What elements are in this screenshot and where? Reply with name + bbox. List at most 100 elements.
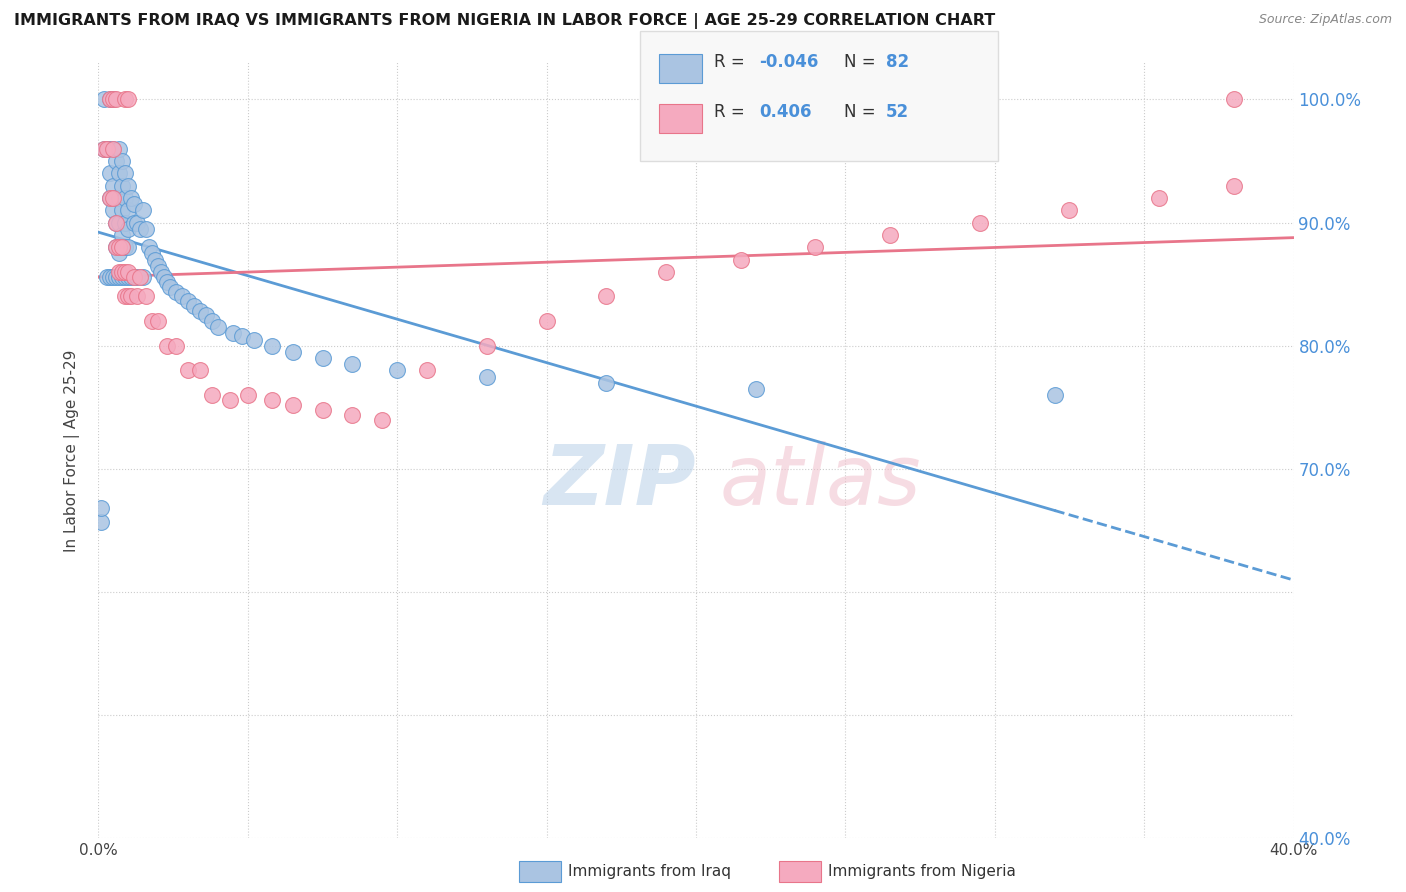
Text: 82: 82	[886, 54, 908, 71]
Point	[93, 92, 115, 106]
Point	[117, 203, 139, 218]
Point	[127, 289, 149, 303]
Point	[105, 240, 128, 254]
Text: Immigrants from Nigeria: Immigrants from Nigeria	[828, 864, 1017, 879]
Point	[98, 92, 122, 106]
Point	[103, 178, 125, 193]
Point	[117, 240, 139, 254]
Point	[111, 240, 134, 254]
Point	[159, 279, 181, 293]
Point	[111, 265, 134, 279]
Point	[111, 269, 134, 284]
Point	[804, 240, 827, 254]
Point	[114, 166, 136, 180]
Point	[103, 191, 125, 205]
Point	[96, 142, 118, 156]
Point	[98, 191, 122, 205]
Point	[108, 240, 131, 254]
Point	[111, 178, 134, 193]
Point	[114, 216, 136, 230]
Point	[117, 265, 139, 279]
Point	[111, 203, 134, 218]
Point	[120, 289, 142, 303]
Point	[98, 92, 122, 106]
Point	[108, 166, 131, 180]
Point	[93, 142, 115, 156]
Point	[1223, 92, 1246, 106]
Point	[117, 92, 139, 106]
Point	[120, 269, 142, 284]
Point	[105, 269, 128, 284]
Text: N =: N =	[844, 54, 880, 71]
Point	[98, 166, 122, 180]
Point	[311, 402, 333, 417]
Point	[90, 501, 112, 516]
Point	[105, 240, 128, 254]
Point	[90, 515, 112, 529]
Point	[105, 92, 128, 106]
Text: ZIP: ZIP	[543, 441, 696, 522]
Point	[93, 142, 115, 156]
Point	[114, 191, 136, 205]
Point	[124, 269, 146, 284]
Point	[153, 269, 176, 284]
Point	[260, 339, 283, 353]
Point	[114, 240, 136, 254]
Point	[117, 289, 139, 303]
Point	[201, 388, 224, 402]
Text: Source: ZipAtlas.com: Source: ZipAtlas.com	[1258, 13, 1392, 27]
Point	[96, 269, 118, 284]
Point	[260, 392, 283, 407]
Point	[1147, 191, 1170, 205]
Point	[129, 269, 152, 284]
Point	[745, 382, 768, 396]
Point	[111, 153, 134, 168]
Point	[105, 216, 128, 230]
Point	[105, 191, 128, 205]
Point	[165, 285, 187, 299]
Point	[105, 216, 128, 230]
Point	[281, 398, 304, 412]
Text: -0.046: -0.046	[759, 54, 818, 71]
Point	[108, 191, 131, 205]
Point	[879, 227, 901, 242]
Point	[124, 269, 146, 284]
Point	[127, 216, 149, 230]
Point	[114, 269, 136, 284]
Text: N =: N =	[844, 103, 880, 121]
Point	[342, 408, 364, 422]
Y-axis label: In Labor Force | Age 25-29: In Labor Force | Age 25-29	[63, 350, 80, 551]
Point	[105, 153, 128, 168]
Point	[243, 333, 266, 347]
Point	[132, 203, 155, 218]
Point	[103, 269, 125, 284]
Point	[730, 252, 752, 267]
Point	[98, 191, 122, 205]
Point	[1043, 388, 1066, 402]
Point	[156, 339, 179, 353]
Point	[117, 221, 139, 235]
Text: R =: R =	[714, 103, 755, 121]
Text: 0.406: 0.406	[759, 103, 811, 121]
Point	[103, 92, 125, 106]
Point	[103, 203, 125, 218]
Point	[219, 392, 242, 407]
Point	[141, 314, 163, 328]
Point	[103, 92, 125, 106]
Point	[124, 197, 146, 211]
Point	[135, 221, 157, 235]
Point	[183, 299, 205, 313]
Point	[143, 252, 166, 267]
Point	[342, 357, 364, 371]
Text: R =: R =	[714, 54, 751, 71]
Text: atlas: atlas	[720, 441, 921, 522]
Point	[108, 142, 131, 156]
Text: 52: 52	[886, 103, 908, 121]
Point	[129, 221, 152, 235]
Point	[231, 329, 253, 343]
Point	[188, 363, 211, 377]
Point	[236, 388, 259, 402]
Point	[595, 376, 617, 390]
Point	[138, 240, 160, 254]
Point	[148, 259, 170, 273]
